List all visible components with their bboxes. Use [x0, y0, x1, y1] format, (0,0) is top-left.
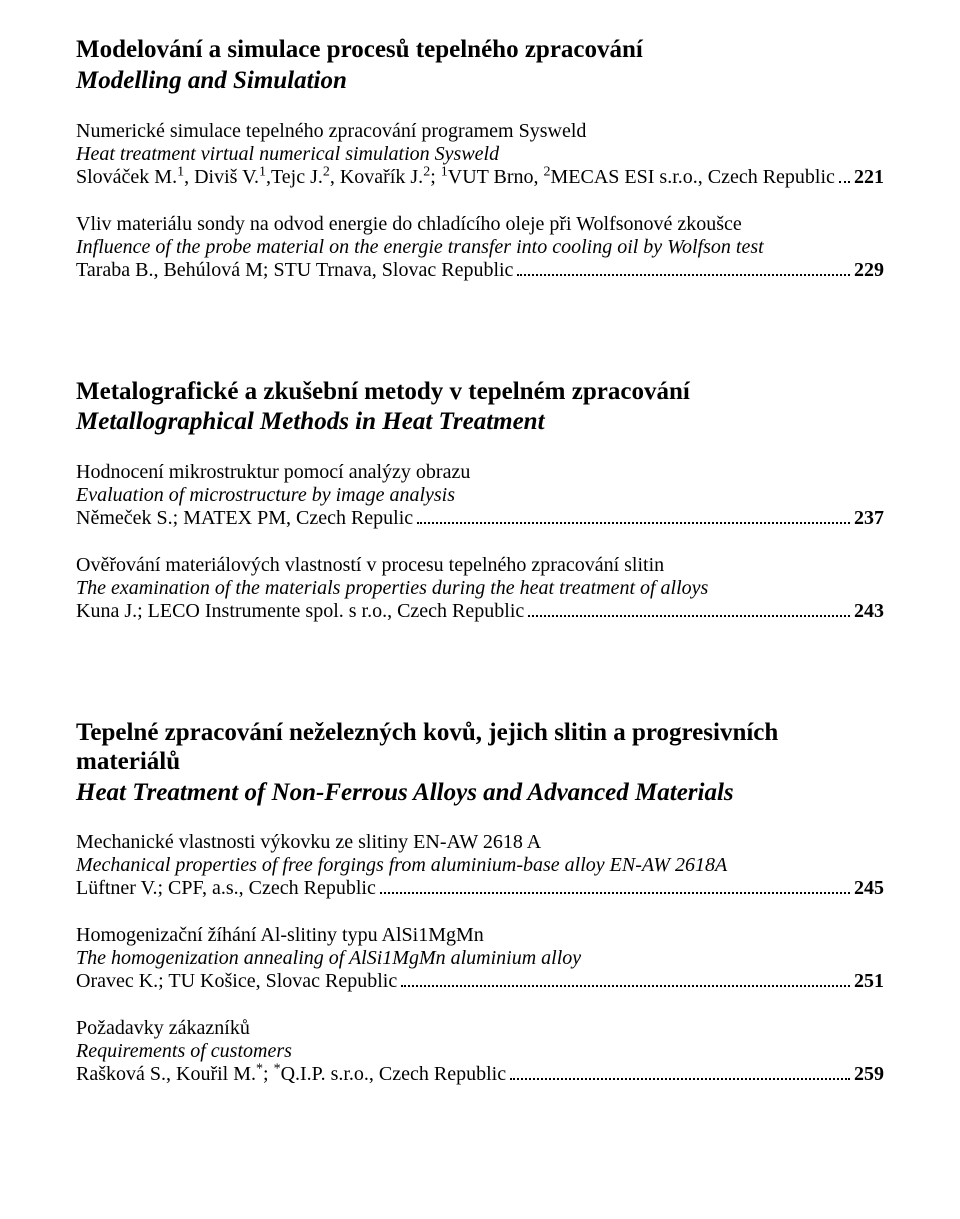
entry-title-en: Heat treatment virtual numerical simulat…	[76, 143, 884, 166]
entry-title-en: The examination of the materials propert…	[76, 577, 884, 600]
section-title-cz: Modelování a simulace procesů tepelného …	[76, 36, 884, 65]
entry-authors: Lüftner V.; CPF, a.s., Czech Republic	[76, 877, 376, 900]
entry-author-line: Lüftner V.; CPF, a.s., Czech Republic 24…	[76, 877, 884, 900]
entry-title-en: Influence of the probe material on the e…	[76, 236, 884, 259]
entry-title-cz: Ověřování materiálových vlastností v pro…	[76, 554, 884, 577]
entry-title-en: The homogenization annealing of AlSi1MgM…	[76, 947, 884, 970]
section-title-cz: Tepelné zpracování neželezných kovů, jej…	[76, 719, 884, 777]
entry-authors: Slováček M.1, Diviš V.1,Tejc J.2, Kovaří…	[76, 166, 835, 189]
leader-dots	[417, 509, 850, 524]
section-title-en: Modelling and Simulation	[76, 67, 884, 96]
section-title-cz: Metalografické a zkušební metody v tepel…	[76, 378, 884, 407]
leader-dots	[839, 168, 850, 183]
toc-entry: Hodnocení mikrostruktur pomocí analýzy o…	[76, 461, 884, 530]
section: Modelování a simulace procesů tepelného …	[76, 36, 884, 282]
section-title-en: Heat Treatment of Non-Ferrous Alloys and…	[76, 779, 884, 808]
entry-author-line: Němeček S.; MATEX PM, Czech Repulic 237	[76, 507, 884, 530]
entry-authors: Rašková S., Kouřil M.*; *Q.I.P. s.r.o., …	[76, 1063, 506, 1086]
entry-authors: Kuna J.; LECO Instrumente spol. s r.o., …	[76, 600, 524, 623]
toc-entry: Homogenizační žíhání Al-slitiny typu AlS…	[76, 924, 884, 993]
leader-dots	[380, 879, 850, 894]
section-gap	[76, 647, 884, 719]
leader-dots	[510, 1065, 850, 1080]
entry-title-en: Requirements of customers	[76, 1040, 884, 1063]
entry-title-cz: Numerické simulace tepelného zpracování …	[76, 120, 884, 143]
section-gap	[76, 306, 884, 378]
section-title-en: Metallographical Methods in Heat Treatme…	[76, 408, 884, 437]
entry-authors: Taraba B., Behúlová M; STU Trnava, Slova…	[76, 259, 513, 282]
leader-dots	[517, 261, 850, 276]
toc-entry: Mechanické vlastnosti výkovku ze slitiny…	[76, 831, 884, 900]
document-page: Modelování a simulace procesů tepelného …	[0, 0, 960, 1219]
entry-page-number: 229	[854, 259, 884, 282]
entry-title-cz: Požadavky zákazníků	[76, 1017, 884, 1040]
entry-title-cz: Mechanické vlastnosti výkovku ze slitiny…	[76, 831, 884, 854]
entry-page-number: 245	[854, 877, 884, 900]
entry-authors: Oravec K.; TU Košice, Slovac Republic	[76, 970, 397, 993]
entry-author-line: Taraba B., Behúlová M; STU Trnava, Slova…	[76, 259, 884, 282]
entry-page-number: 251	[854, 970, 884, 993]
entry-title-cz: Hodnocení mikrostruktur pomocí analýzy o…	[76, 461, 884, 484]
toc-entry: Ověřování materiálových vlastností v pro…	[76, 554, 884, 623]
entry-page-number: 237	[854, 507, 884, 530]
entry-title-cz: Homogenizační žíhání Al-slitiny typu AlS…	[76, 924, 884, 947]
entry-page-number: 243	[854, 600, 884, 623]
entry-page-number: 259	[854, 1063, 884, 1086]
entry-title-en: Mechanical properties of free forgings f…	[76, 854, 884, 877]
toc-entry: Vliv materiálu sondy na odvod energie do…	[76, 213, 884, 282]
entry-authors: Němeček S.; MATEX PM, Czech Repulic	[76, 507, 413, 530]
section: Metalografické a zkušební metody v tepel…	[76, 378, 884, 624]
entry-author-line: Rašková S., Kouřil M.*; *Q.I.P. s.r.o., …	[76, 1063, 884, 1086]
entry-title-en: Evaluation of microstructure by image an…	[76, 484, 884, 507]
leader-dots	[401, 972, 850, 987]
toc-entry: Požadavky zákazníků Requirements of cust…	[76, 1017, 884, 1086]
entry-author-line: Kuna J.; LECO Instrumente spol. s r.o., …	[76, 600, 884, 623]
entry-author-line: Oravec K.; TU Košice, Slovac Republic 25…	[76, 970, 884, 993]
entry-page-number: 221	[854, 166, 884, 189]
leader-dots	[528, 602, 850, 617]
toc-entry: Numerické simulace tepelného zpracování …	[76, 120, 884, 189]
entry-title-cz: Vliv materiálu sondy na odvod energie do…	[76, 213, 884, 236]
section: Tepelné zpracování neželezných kovů, jej…	[76, 719, 884, 1086]
entry-author-line: Slováček M.1, Diviš V.1,Tejc J.2, Kovaří…	[76, 166, 884, 189]
